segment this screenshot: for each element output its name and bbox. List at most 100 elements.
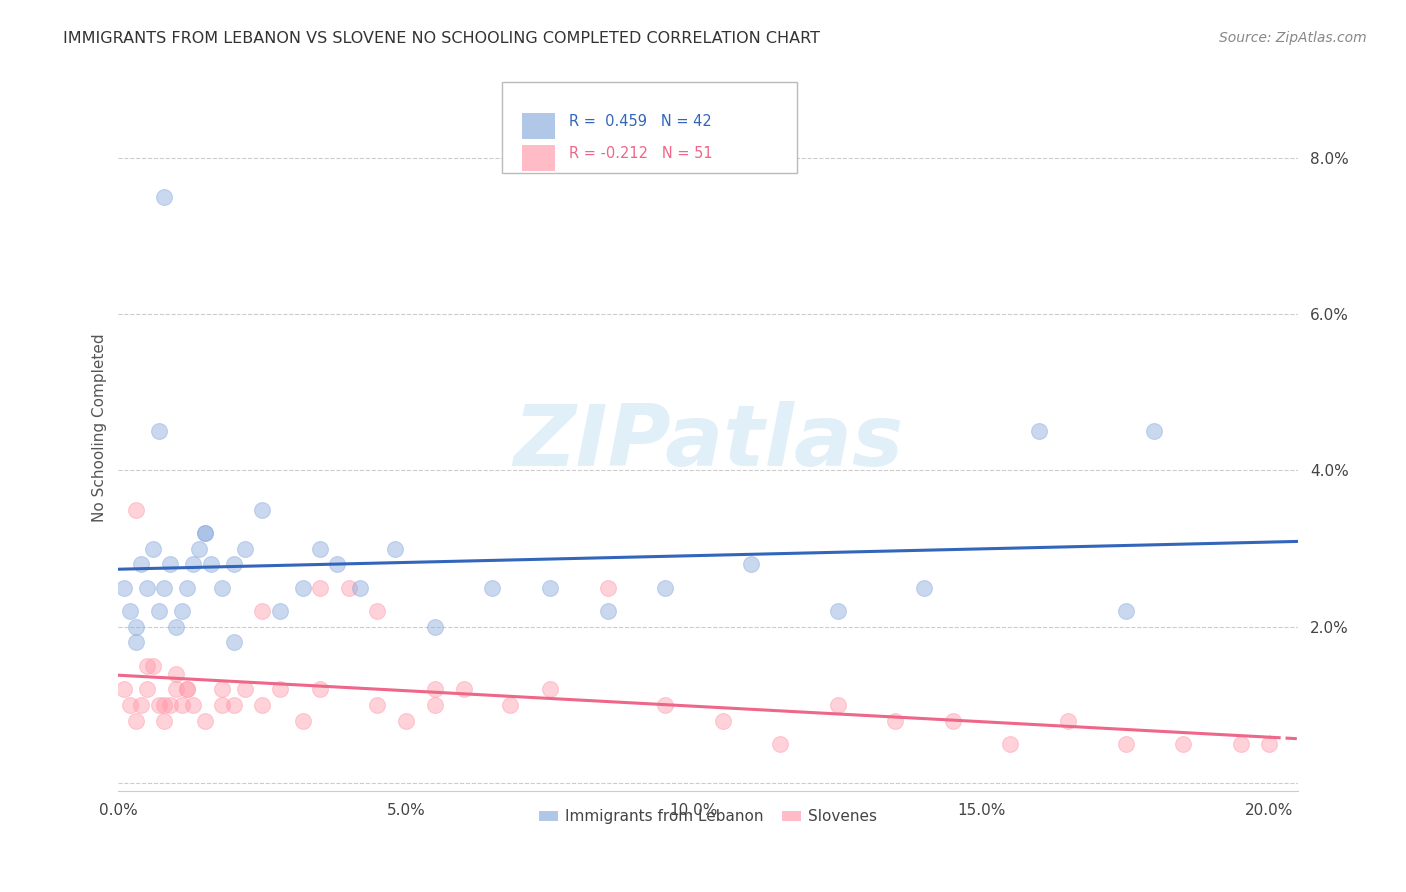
Point xyxy=(136,659,159,673)
Y-axis label: No Schooling Completed: No Schooling Completed xyxy=(93,334,107,522)
Point xyxy=(211,682,233,697)
Point xyxy=(1000,737,1022,751)
Point xyxy=(200,558,222,572)
Point xyxy=(596,581,619,595)
Point xyxy=(291,714,314,728)
Point xyxy=(170,604,193,618)
Point xyxy=(118,698,141,712)
Point xyxy=(159,698,181,712)
FancyBboxPatch shape xyxy=(522,113,555,139)
Point xyxy=(1114,737,1136,751)
Text: Source: ZipAtlas.com: Source: ZipAtlas.com xyxy=(1219,31,1367,45)
Point xyxy=(131,698,153,712)
Text: IMMIGRANTS FROM LEBANON VS SLOVENE NO SCHOOLING COMPLETED CORRELATION CHART: IMMIGRANTS FROM LEBANON VS SLOVENE NO SC… xyxy=(63,31,820,46)
Point xyxy=(112,682,135,697)
Point xyxy=(148,604,170,618)
Point xyxy=(148,425,170,439)
Point xyxy=(136,581,159,595)
Point xyxy=(1028,425,1050,439)
Point xyxy=(1057,714,1080,728)
Point xyxy=(384,541,406,556)
Point xyxy=(269,604,291,618)
Point xyxy=(125,714,148,728)
Point xyxy=(153,714,176,728)
Point xyxy=(194,526,217,541)
Point xyxy=(136,682,159,697)
Point xyxy=(481,581,503,595)
Point xyxy=(176,682,198,697)
Text: R = -0.212   N = 51: R = -0.212 N = 51 xyxy=(569,146,713,161)
Point xyxy=(1143,425,1166,439)
Point xyxy=(125,502,148,516)
Point xyxy=(349,581,371,595)
Point xyxy=(153,698,176,712)
Legend: Immigrants from Lebanon, Slovenes: Immigrants from Lebanon, Slovenes xyxy=(533,804,883,830)
Point xyxy=(654,698,676,712)
Point xyxy=(222,635,245,649)
Point xyxy=(1229,737,1251,751)
Point xyxy=(176,682,198,697)
Point xyxy=(153,581,176,595)
Point xyxy=(125,620,148,634)
Point xyxy=(112,581,135,595)
Point xyxy=(142,659,165,673)
Point xyxy=(148,698,170,712)
Point xyxy=(159,558,181,572)
Point xyxy=(423,682,446,697)
Point xyxy=(740,558,762,572)
Point xyxy=(499,698,522,712)
Point xyxy=(308,682,330,697)
Point xyxy=(596,604,619,618)
Point xyxy=(423,620,446,634)
Point xyxy=(538,581,561,595)
Point xyxy=(211,698,233,712)
Point xyxy=(165,666,187,681)
Text: R =  0.459   N = 42: R = 0.459 N = 42 xyxy=(569,114,711,129)
Point xyxy=(423,698,446,712)
Point xyxy=(181,558,204,572)
Point xyxy=(269,682,291,697)
Point xyxy=(1171,737,1194,751)
Point xyxy=(165,620,187,634)
Point xyxy=(395,714,418,728)
Point xyxy=(337,581,360,595)
Point xyxy=(125,635,148,649)
Point xyxy=(252,502,274,516)
Point xyxy=(827,698,849,712)
Point xyxy=(827,604,849,618)
Point xyxy=(942,714,965,728)
Point xyxy=(1258,737,1281,751)
Point xyxy=(291,581,314,595)
Point xyxy=(153,190,176,204)
Point xyxy=(308,581,330,595)
Point xyxy=(118,604,141,618)
Point xyxy=(233,541,256,556)
Point xyxy=(769,737,792,751)
FancyBboxPatch shape xyxy=(502,82,797,173)
Point xyxy=(211,581,233,595)
Point xyxy=(194,526,217,541)
Point xyxy=(176,581,198,595)
Point xyxy=(252,604,274,618)
Point xyxy=(131,558,153,572)
Point xyxy=(326,558,349,572)
Point xyxy=(308,541,330,556)
Point xyxy=(366,604,388,618)
Point xyxy=(884,714,907,728)
Text: ZIPatlas: ZIPatlas xyxy=(513,401,904,483)
Point xyxy=(252,698,274,712)
Point xyxy=(188,541,211,556)
Point xyxy=(222,558,245,572)
Point xyxy=(912,581,935,595)
Point xyxy=(165,682,187,697)
Point xyxy=(711,714,734,728)
FancyBboxPatch shape xyxy=(522,145,555,171)
Point xyxy=(453,682,475,697)
Point xyxy=(142,541,165,556)
Point xyxy=(222,698,245,712)
Point xyxy=(194,714,217,728)
Point xyxy=(1114,604,1136,618)
Point xyxy=(233,682,256,697)
Point xyxy=(366,698,388,712)
Point xyxy=(538,682,561,697)
